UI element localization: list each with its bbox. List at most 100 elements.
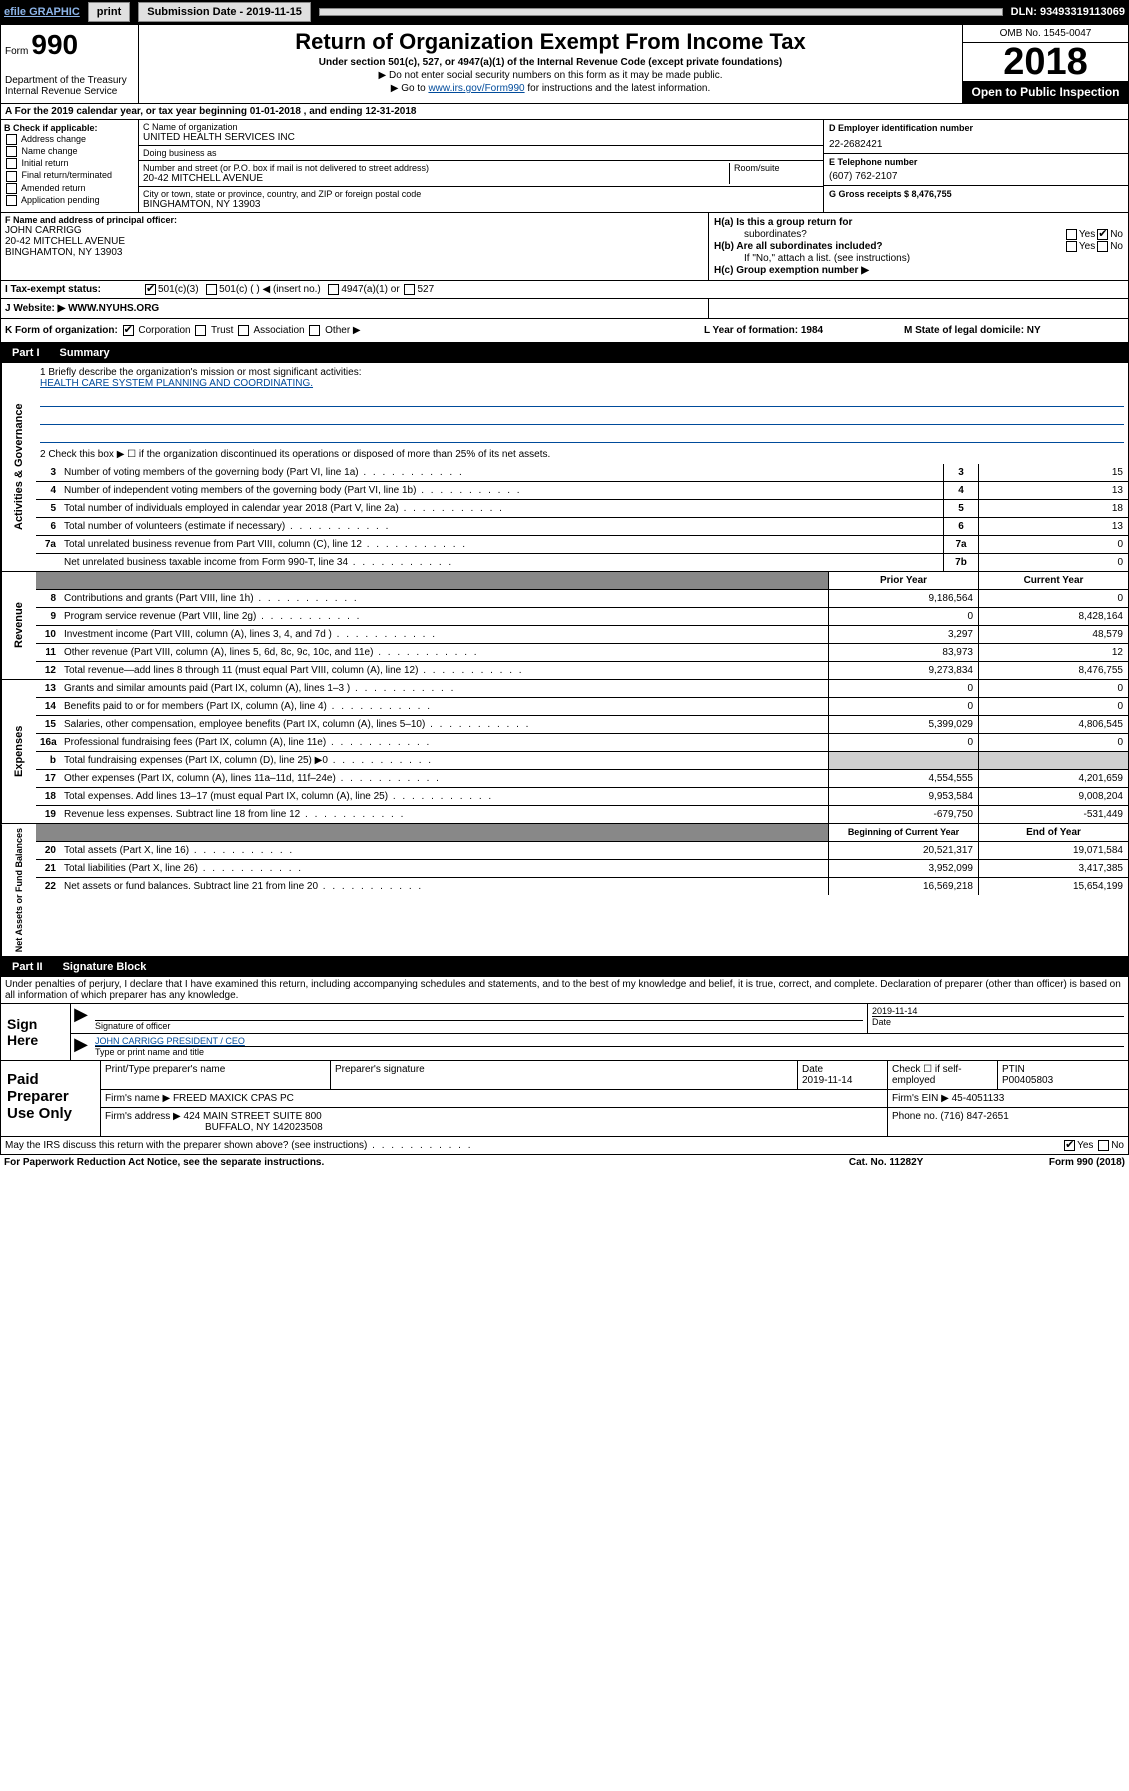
print-button[interactable]: print: [88, 2, 130, 22]
prep-date: 2019-11-14: [802, 1075, 852, 1086]
cb-501c[interactable]: [206, 284, 217, 295]
firm-addr1: 424 MAIN STREET SUITE 800: [184, 1111, 322, 1122]
part2-label: Part II: [6, 959, 59, 975]
col-f: F Name and address of principal officer:…: [1, 213, 708, 280]
ptin-label: PTIN: [1002, 1064, 1025, 1075]
efile-link[interactable]: efile GRAPHIC: [4, 6, 80, 18]
summary-line: 5Total number of individuals employed in…: [36, 500, 1128, 518]
cb-address-change[interactable]: Address change: [4, 134, 135, 145]
hb-note: If "No," attach a list. (see instruction…: [714, 253, 1123, 264]
summary-line: 11Other revenue (Part VIII, column (A), …: [36, 644, 1128, 662]
summary-line: 12Total revenue—add lines 8 through 11 (…: [36, 662, 1128, 679]
signer-name-label: Type or print name and title: [95, 1046, 1124, 1057]
end-year-header: End of Year: [978, 824, 1128, 841]
part2-title: Signature Block: [63, 961, 147, 973]
phone-label: E Telephone number: [829, 157, 1123, 167]
addr-label: Number and street (or P.O. box if mail i…: [143, 163, 729, 173]
ha-label: H(a) Is this a group return for: [714, 217, 852, 228]
discuss-yes[interactable]: [1064, 1140, 1075, 1151]
cb-corp[interactable]: [123, 325, 134, 336]
form-word: Form: [5, 46, 28, 57]
activities-side-label: Activities & Governance: [1, 363, 36, 571]
dba-label: Doing business as: [143, 148, 819, 158]
row-a: A For the 2019 calendar year, or tax yea…: [0, 104, 1129, 120]
row-a-text: A For the 2019 calendar year, or tax yea…: [5, 106, 416, 117]
sign-date: 2019-11-14: [872, 1006, 1124, 1016]
section-fh: F Name and address of principal officer:…: [0, 213, 1129, 281]
summary-line: 3Number of voting members of the governi…: [36, 464, 1128, 482]
website-label: J Website: ▶: [5, 303, 65, 314]
summary-line: 7aTotal unrelated business revenue from …: [36, 536, 1128, 554]
city-state-zip: BINGHAMTON, NY 13903: [143, 199, 819, 210]
officer-addr2: BINGHAMTON, NY 13903: [5, 247, 704, 258]
begin-year-header: Beginning of Current Year: [828, 824, 978, 841]
firm-phone: (716) 847-2651: [940, 1111, 1008, 1122]
firm-phone-label: Phone no.: [892, 1111, 938, 1122]
discuss-no[interactable]: [1098, 1140, 1109, 1151]
hb-label: H(b) Are all subordinates included?: [714, 241, 1064, 252]
room-label: Room/suite: [734, 163, 819, 173]
cb-final-return[interactable]: Final return/terminated: [4, 170, 135, 181]
expenses-section: Expenses 13Grants and similar amounts pa…: [0, 680, 1129, 824]
summary-line: 14Benefits paid to or for members (Part …: [36, 698, 1128, 716]
summary-line: 9Program service revenue (Part VIII, lin…: [36, 608, 1128, 626]
cb-assoc[interactable]: [238, 325, 249, 336]
officer-name: JOHN CARRIGG: [5, 225, 704, 236]
submission-date-button[interactable]: Submission Date - 2019-11-15: [138, 2, 311, 22]
netassets-side-label: Net Assets or Fund Balances: [1, 824, 36, 956]
ha-no[interactable]: [1097, 229, 1108, 240]
firm-addr-label: Firm's address ▶: [105, 1111, 181, 1122]
state-domicile: M State of legal domicile: NY: [904, 325, 1041, 336]
subtitle: Under section 501(c), 527, or 4947(a)(1)…: [143, 57, 958, 68]
top-toolbar: efile GRAPHIC print Submission Date - 20…: [0, 0, 1129, 24]
perjury-text: Under penalties of perjury, I declare th…: [0, 977, 1129, 1004]
part1-title: Summary: [60, 347, 110, 359]
cb-501c3[interactable]: [145, 284, 156, 295]
prep-name-header: Print/Type preparer's name: [101, 1061, 331, 1089]
officer-addr1: 20-42 MITCHELL AVENUE: [5, 236, 704, 247]
cb-trust[interactable]: [195, 325, 206, 336]
tax-year: 2018: [963, 43, 1128, 81]
form-org-label: K Form of organization:: [5, 325, 118, 336]
cb-name-change[interactable]: Name change: [4, 146, 135, 157]
row-i-tax-status: I Tax-exempt status: 501(c)(3) 501(c) ( …: [0, 281, 1129, 299]
cb-527[interactable]: [404, 284, 415, 295]
cb-other[interactable]: [309, 325, 320, 336]
prep-date-header: Date: [802, 1064, 823, 1075]
org-name: UNITED HEALTH SERVICES INC: [143, 132, 819, 143]
summary-line: 18Total expenses. Add lines 13–17 (must …: [36, 788, 1128, 806]
mission-text: HEALTH CARE SYSTEM PLANNING AND COORDINA…: [40, 378, 1124, 389]
hc-label: H(c) Group exemption number ▶: [714, 265, 869, 276]
sign-arrow-2: ▶: [71, 1034, 91, 1059]
summary-line: 19Revenue less expenses. Subtract line 1…: [36, 806, 1128, 823]
cb-4947[interactable]: [328, 284, 339, 295]
ha-yes[interactable]: [1066, 229, 1077, 240]
sig-officer-label: Signature of officer: [95, 1020, 863, 1031]
paid-preparer-label: Paid Preparer Use Only: [1, 1061, 101, 1136]
instr2-post: for instructions and the latest informat…: [525, 83, 711, 94]
sign-date-label: Date: [872, 1016, 1124, 1027]
col-h: H(a) Is this a group return for subordin…: [708, 213, 1128, 280]
instruction-1: ▶ Do not enter social security numbers o…: [143, 70, 958, 81]
discuss-row: May the IRS discuss this return with the…: [0, 1137, 1129, 1155]
summary-line: 4Number of independent voting members of…: [36, 482, 1128, 500]
form-ref: Form 990 (2018): [1049, 1157, 1125, 1168]
prior-year-header: Prior Year: [828, 572, 978, 589]
firm-ein: 45-4051133: [952, 1093, 1005, 1104]
cb-amended[interactable]: Amended return: [4, 183, 135, 194]
irs-link[interactable]: www.irs.gov/Form990: [428, 83, 524, 94]
current-year-header: Current Year: [978, 572, 1128, 589]
cb-app-pending[interactable]: Application pending: [4, 195, 135, 206]
summary-line: 6Total number of volunteers (estimate if…: [36, 518, 1128, 536]
hb-no[interactable]: [1097, 241, 1108, 252]
firm-addr2: BUFFALO, NY 142023508: [105, 1122, 883, 1133]
sign-here-label: Sign Here: [1, 1004, 71, 1060]
summary-line: 15Salaries, other compensation, employee…: [36, 716, 1128, 734]
city-label: City or town, state or province, country…: [143, 189, 819, 199]
line-2-text: 2 Check this box ▶ ☐ if the organization…: [40, 449, 1124, 460]
hb-yes[interactable]: [1066, 241, 1077, 252]
website-value: WWW.NYUHS.ORG: [68, 303, 159, 314]
cb-initial-return[interactable]: Initial return: [4, 158, 135, 169]
col-de: D Employer identification number 22-2682…: [823, 120, 1128, 212]
main-title: Return of Organization Exempt From Incom…: [143, 29, 958, 55]
